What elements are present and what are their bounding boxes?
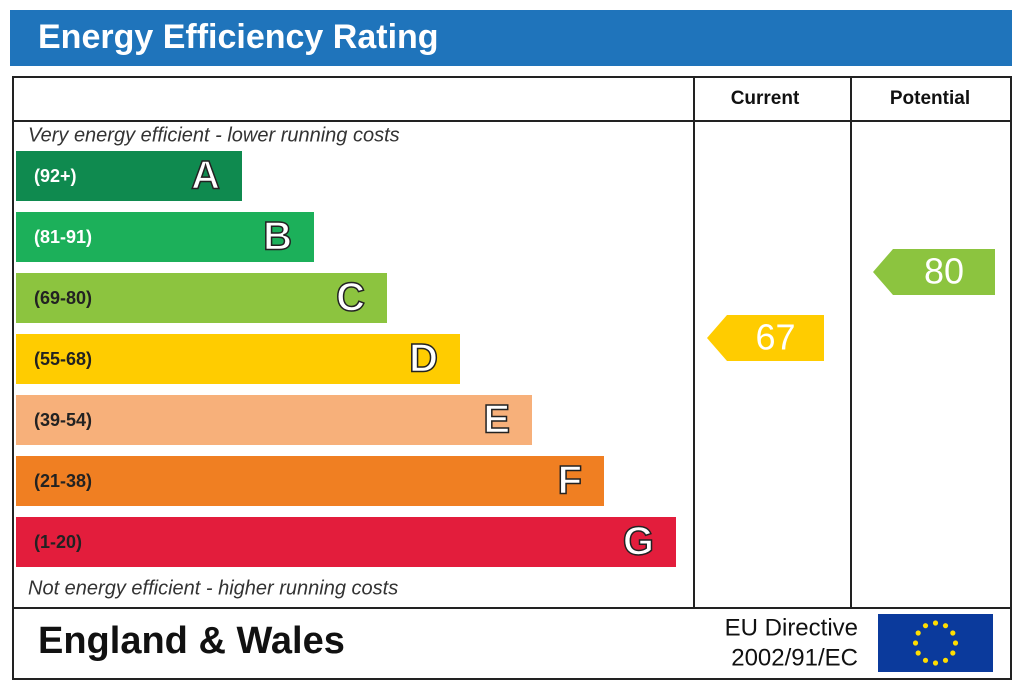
band-letter: B (263, 215, 292, 259)
directive: 2002/91/EC (731, 644, 858, 671)
band (16, 456, 604, 506)
star (915, 630, 921, 636)
eu-stars (912, 620, 959, 666)
band (16, 517, 676, 567)
frame (12, 76, 1012, 680)
band (16, 334, 460, 384)
star (950, 650, 956, 656)
band-range: (21-38) (34, 471, 92, 491)
star (942, 623, 949, 629)
rating-arrow (707, 315, 824, 362)
band-range: (1-20) (34, 532, 82, 552)
band-range: (55-68) (34, 349, 92, 369)
band (16, 212, 314, 262)
band-range: (69-80) (34, 288, 92, 308)
band (16, 273, 387, 323)
band-range: (92+) (34, 166, 77, 186)
rating-value: 67 (755, 317, 795, 358)
star (952, 640, 959, 646)
star (950, 630, 956, 636)
band (16, 395, 532, 445)
column-header: Current (731, 88, 800, 109)
band-letter: D (409, 337, 438, 381)
top-note: Very energy efficient - lower running co… (28, 124, 400, 146)
band-letter: C (336, 276, 365, 320)
star (912, 640, 919, 646)
band-letter: F (558, 459, 582, 503)
band-letter: G (623, 520, 654, 564)
band-letter: A (191, 154, 220, 198)
star (932, 620, 939, 626)
star (922, 657, 929, 663)
title: Energy Efficiency Rating (38, 18, 439, 56)
rating-value: 80 (924, 251, 964, 292)
band-letter: E (483, 398, 510, 442)
star (922, 623, 929, 629)
title-bar (10, 10, 1012, 66)
star (915, 650, 921, 656)
star (942, 657, 949, 663)
region: England & Wales (38, 620, 345, 662)
star (932, 660, 939, 666)
bottom-note: Not energy efficient - higher running co… (28, 577, 398, 599)
band (16, 151, 242, 201)
directive: EU Directive (725, 614, 858, 641)
column-header: Potential (890, 88, 970, 109)
band-range: (39-54) (34, 410, 92, 430)
band-range: (81-91) (34, 227, 92, 247)
rating-arrow (873, 249, 995, 295)
